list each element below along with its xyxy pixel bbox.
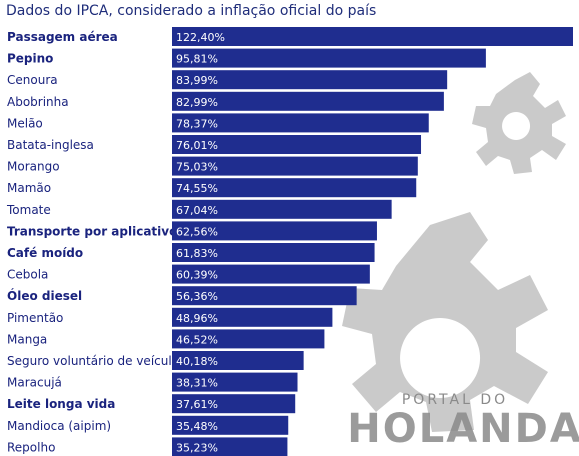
bar (172, 415, 289, 435)
bar-row: Pimentão 48,96% (7, 307, 333, 327)
category-label: Morango (7, 160, 60, 174)
category-label: Abobrinha (7, 95, 69, 109)
value-label: 76,01% (176, 139, 218, 152)
bar-row: Repolho 35,23% (7, 437, 288, 456)
bar (172, 286, 357, 306)
bar (172, 135, 422, 154)
bar (172, 437, 288, 456)
bar-row: Leite longa vida 37,61% (7, 394, 296, 414)
bar-row: Cenoura 83,99% (7, 70, 448, 90)
bar (172, 394, 296, 414)
category-label: Seguro voluntário de veículo (7, 354, 179, 368)
bar (172, 178, 417, 198)
bar-row: Pepino 95,81% (7, 48, 486, 68)
value-label: 62,56% (176, 225, 218, 238)
value-label: 95,81% (176, 53, 218, 66)
value-label: 67,04% (176, 204, 218, 217)
category-label: Maracujá (7, 376, 62, 390)
bar (172, 27, 573, 46)
category-label: Pepino (7, 52, 53, 66)
watermark-line2: HOLANDA (347, 406, 579, 452)
category-label: Leite longa vida (7, 397, 115, 411)
value-label: 122,40% (176, 31, 225, 44)
bar-row: Cebola 60,39% (7, 264, 370, 284)
category-label: Melão (7, 116, 43, 130)
category-label: Repolho (7, 440, 55, 454)
value-label: 37,61% (176, 398, 218, 411)
bar-row: Passagem aérea 122,40% (7, 27, 573, 46)
bar (172, 329, 325, 349)
bar-row: Mamão 74,55% (7, 178, 417, 198)
bar (172, 243, 375, 262)
bar (172, 199, 392, 219)
bar-row: Morango 75,03% (7, 156, 418, 176)
value-label: 74,55% (176, 182, 218, 195)
watermark-gear-icon-large (342, 212, 548, 432)
bar (172, 307, 333, 327)
value-label: 60,39% (176, 269, 218, 282)
bar (172, 70, 448, 90)
watermark-gear-icon-small (472, 72, 566, 174)
category-label: Batata-inglesa (7, 138, 94, 152)
category-label: Transporte por aplicativo (7, 224, 177, 238)
bar (172, 113, 429, 133)
category-label: Pimentão (7, 311, 63, 325)
value-label: 75,03% (176, 161, 218, 174)
value-label: 46,52% (176, 333, 218, 346)
value-label: 48,96% (176, 312, 218, 325)
watermark-line1: PORTAL DO (402, 392, 508, 408)
value-label: 35,48% (176, 420, 218, 433)
value-label: 35,23% (176, 441, 218, 454)
category-label: Cenoura (7, 73, 58, 87)
bar (172, 351, 304, 370)
category-label: Café moído (7, 246, 83, 260)
bar-row: Maracujá 38,31% (7, 372, 298, 392)
bar (172, 48, 486, 68)
bar-row: Mandioca (aipim) 35,48% (7, 415, 289, 435)
bar-row: Abobrinha 82,99% (7, 91, 444, 111)
category-label: Cebola (7, 268, 48, 282)
category-label: Mandioca (aipim) (7, 419, 111, 433)
bar-row: Café moído 61,83% (7, 243, 375, 262)
value-label: 56,36% (176, 290, 218, 303)
bar (172, 156, 418, 176)
bar (172, 91, 444, 111)
bar (172, 372, 298, 392)
value-label: 40,18% (176, 355, 218, 368)
value-label: 82,99% (176, 96, 218, 109)
bar-row: Tomate 67,04% (6, 199, 392, 219)
category-label: Tomate (6, 203, 51, 217)
bar-row: Óleo diesel 56,36% (7, 286, 357, 306)
value-label: 83,99% (176, 74, 218, 87)
value-label: 78,37% (176, 117, 218, 130)
bar-row: Batata-inglesa 76,01% (7, 135, 422, 154)
bar-row: Melão 78,37% (7, 113, 429, 133)
value-label: 61,83% (176, 247, 218, 260)
bar (172, 221, 377, 241)
category-label: Óleo diesel (7, 288, 82, 303)
category-label: Mamão (7, 181, 51, 195)
bar (172, 264, 370, 284)
value-label: 38,31% (176, 377, 218, 390)
chart-title: Dados do IPCA, considerado a inflação of… (6, 3, 377, 19)
category-label: Manga (7, 332, 47, 346)
bar-row: Manga 46,52% (7, 329, 325, 349)
category-label: Passagem aérea (7, 30, 118, 44)
